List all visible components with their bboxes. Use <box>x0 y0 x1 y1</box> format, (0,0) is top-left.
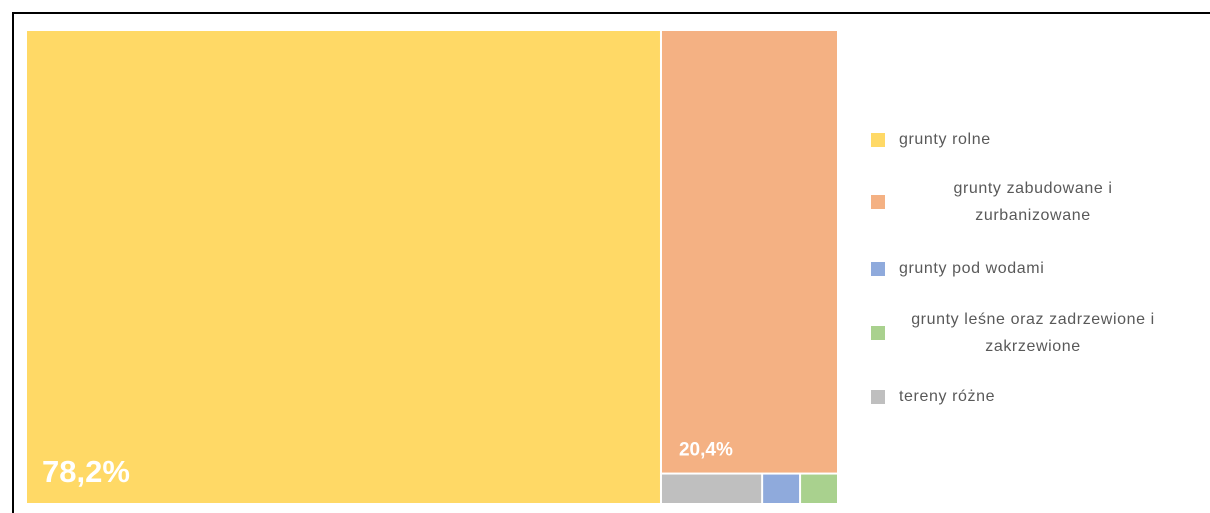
legend-item: grunty pod wodami <box>871 255 1044 282</box>
treemap-tile <box>661 31 837 473</box>
treemap-tile <box>661 474 762 503</box>
legend-item: grunty leśne oraz zadrzewione i zakrzewi… <box>871 306 1167 360</box>
legend-label: grunty zabudowane i zurbanizowane <box>953 180 1113 224</box>
legend-item: grunty zabudowane i zurbanizowane <box>871 175 1167 229</box>
treemap-tile <box>801 474 837 503</box>
legend-item: tereny różne <box>871 383 995 410</box>
treemap-tile <box>27 31 660 503</box>
legend-swatch <box>871 261 885 276</box>
legend-label: grunty pod wodami <box>899 260 1045 277</box>
legend-swatch <box>871 195 885 209</box>
data-label: 78,2% <box>42 454 130 489</box>
legend-swatch <box>871 132 885 147</box>
legend-label: grunty leśne oraz zadrzewione i zakrzewi… <box>911 311 1155 355</box>
treemap-tile <box>763 474 800 503</box>
legend-label: grunty rolne <box>899 131 991 148</box>
legend-swatch <box>871 326 885 340</box>
data-label: 20,4% <box>679 440 733 461</box>
legend-item: grunty rolne <box>871 126 991 153</box>
legend-swatch <box>871 389 885 404</box>
legend-label: tereny różne <box>899 388 996 405</box>
